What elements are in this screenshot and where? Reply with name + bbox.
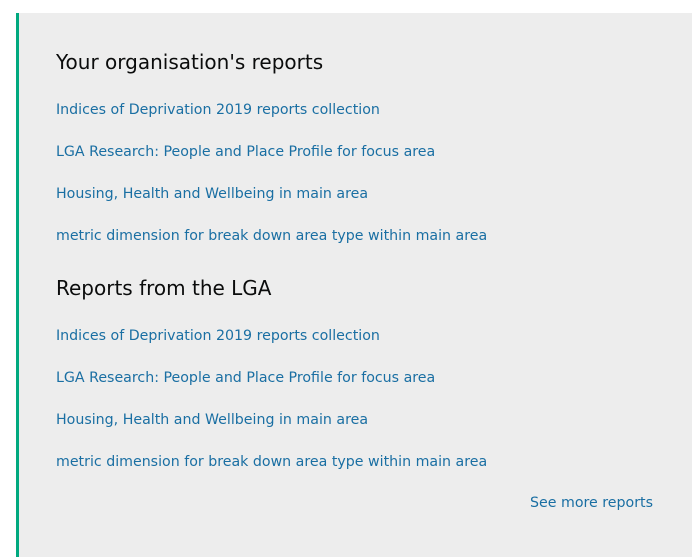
lga-reports-heading: Reports from the LGA <box>56 276 272 300</box>
report-link-indices-of-deprivation[interactable]: Indices of Deprivation 2019 reports coll… <box>56 102 380 118</box>
list-item: metric dimension for break down area typ… <box>56 226 692 268</box>
list-item: Housing, Health and Wellbeing in main ar… <box>56 410 692 452</box>
lga-reports-section: Reports from the LGA Indices of Deprivat… <box>56 276 692 494</box>
report-link-metric-dimension[interactable]: metric dimension for break down area typ… <box>56 228 488 244</box>
report-link-people-and-place-profile[interactable]: LGA Research: People and Place Profile f… <box>56 370 436 386</box>
organisation-reports-section: Your organisation's reports Indices of D… <box>56 50 692 268</box>
report-link-people-and-place-profile[interactable]: LGA Research: People and Place Profile f… <box>56 144 436 160</box>
report-link-housing-health-wellbeing[interactable]: Housing, Health and Wellbeing in main ar… <box>56 412 369 428</box>
list-item: metric dimension for break down area typ… <box>56 452 692 494</box>
organisation-reports-heading: Your organisation's reports <box>56 50 324 74</box>
report-link-housing-health-wellbeing[interactable]: Housing, Health and Wellbeing in main ar… <box>56 186 369 202</box>
lga-reports-list: Indices of Deprivation 2019 reports coll… <box>56 326 692 494</box>
list-item: Housing, Health and Wellbeing in main ar… <box>56 184 692 226</box>
see-more-reports-link[interactable]: See more reports <box>530 495 653 511</box>
list-item: LGA Research: People and Place Profile f… <box>56 368 692 410</box>
list-item: Indices of Deprivation 2019 reports coll… <box>56 326 692 368</box>
report-link-indices-of-deprivation[interactable]: Indices of Deprivation 2019 reports coll… <box>56 328 380 344</box>
report-link-metric-dimension[interactable]: metric dimension for break down area typ… <box>56 454 488 470</box>
reports-panel: Your organisation's reports Indices of D… <box>16 13 692 557</box>
organisation-reports-list: Indices of Deprivation 2019 reports coll… <box>56 100 692 268</box>
list-item: LGA Research: People and Place Profile f… <box>56 142 692 184</box>
list-item: Indices of Deprivation 2019 reports coll… <box>56 100 692 142</box>
